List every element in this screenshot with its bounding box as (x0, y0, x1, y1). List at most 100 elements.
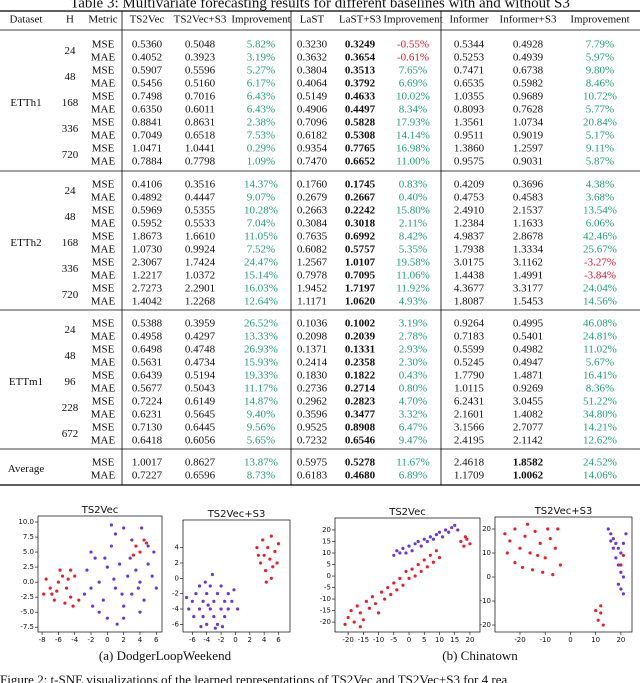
scatter-point (361, 618, 365, 622)
scatter-point (373, 602, 378, 606)
table-cell: 0.9031 (513, 156, 543, 168)
table-cell: 19.33% (244, 370, 278, 382)
scatter-point (395, 549, 399, 553)
y-tick-label: -5 (324, 584, 331, 592)
scatter-point (275, 561, 279, 565)
scatter-point (530, 568, 535, 572)
table-cell: 0.2962 (297, 396, 327, 408)
y-tick-label: 7.5 (23, 533, 34, 541)
scatter-point (619, 587, 623, 591)
table-cell: 11.00% (396, 156, 430, 168)
plot-title: TS2Vec+S3 (534, 506, 593, 517)
table-cell: MAE (91, 270, 116, 282)
table-cell: 2.7077 (513, 422, 544, 434)
x-tick-label: -6 (55, 636, 63, 644)
table-cell: 46.08% (583, 318, 617, 330)
scatter-point (621, 553, 626, 558)
table-cell: 0.3792 (345, 78, 376, 90)
scatter-point (117, 562, 122, 566)
table-cell: 0.5952 (132, 218, 162, 230)
scatter-point (130, 592, 134, 596)
plot-frame (334, 517, 481, 633)
scatter-point (52, 598, 56, 602)
table-cell: 2.1537 (513, 205, 544, 217)
table-cell: 2.2901 (185, 283, 215, 295)
scatter-point (226, 592, 230, 596)
scatter-point (122, 616, 126, 620)
table-cell: 34.80% (583, 409, 617, 421)
scatter-point (462, 544, 466, 548)
table-cell: MAE (91, 130, 116, 142)
scatter-point (447, 530, 451, 534)
x-tick-label: 5 (422, 636, 426, 644)
scatter-point (392, 581, 396, 585)
scatter-point (548, 537, 552, 541)
scatter-point (213, 626, 217, 630)
horizon-label: 168 (62, 237, 79, 249)
table-cell: MSE (92, 318, 115, 330)
scatter-point (208, 584, 212, 588)
table-cell: -3.27% (584, 257, 616, 269)
scatter-point (508, 539, 512, 543)
table-cell: 0.6183 (297, 470, 328, 482)
y-tick-label: -10 (480, 597, 491, 605)
table-cell: 3.0175 (454, 257, 485, 269)
table-cell: 1.0115 (454, 383, 484, 395)
scatter-point (215, 592, 220, 596)
table-cell: MAE (91, 331, 116, 343)
scatter-point (389, 592, 393, 597)
scatter-point (468, 542, 472, 546)
scatter-point (138, 550, 142, 554)
table-cell: 9.07% (247, 192, 275, 204)
table-cell: 0.3513 (345, 65, 376, 77)
scatter-point (364, 599, 368, 603)
scatter-point (138, 610, 142, 614)
table-cell: 0.1002 (345, 318, 376, 330)
scatter-point (541, 570, 545, 574)
table-cell: MSE (92, 65, 115, 77)
table-cell: 9.56% (247, 422, 275, 434)
scatter-point (208, 607, 212, 611)
table-cell: 0.2358 (345, 357, 376, 369)
table-cell: 0.3596 (297, 409, 328, 421)
subcaption: (a) DodgerLoopWeekend (99, 648, 232, 663)
table-cell: MAE (91, 78, 116, 90)
table-cell: 0.4209 (454, 179, 485, 191)
table-cell: 11.67% (396, 457, 430, 469)
scatter-point (395, 588, 399, 592)
table-cell: 5.17% (586, 130, 614, 142)
scatter-point (606, 527, 610, 531)
scatter-point (463, 535, 467, 539)
table-cell: 11.92% (396, 283, 430, 295)
table-cell: 1.0017 (132, 457, 163, 469)
table-cell: 4.93% (399, 296, 427, 308)
scatter-point (93, 556, 97, 560)
column-header: LaST+S3 (339, 14, 382, 26)
scatter-point (42, 592, 46, 596)
table-cell: 0.4064 (297, 78, 328, 90)
scatter-point (220, 625, 225, 629)
scatter-point (624, 532, 628, 536)
plot-title: TS2Vec (388, 507, 426, 518)
table-cell: 0.7471 (454, 65, 484, 77)
scatter-point (82, 592, 87, 596)
table-cell: 1.3561 (454, 117, 484, 129)
table-cell: 0.6535 (454, 78, 485, 90)
scatter-point (264, 580, 268, 584)
x-tick-label: -20 (514, 636, 525, 644)
scatter-point (154, 586, 158, 590)
table-cell: 0.5631 (132, 357, 162, 369)
y-tick-label: 0 (487, 573, 491, 581)
scatter-point (56, 580, 60, 584)
table-cell: 0.5599 (454, 344, 485, 356)
table-cell: 0.5982 (513, 78, 543, 90)
scatter-point (103, 556, 107, 560)
table-cell: MAE (91, 192, 116, 204)
scatter-point (113, 586, 118, 590)
scatter-point (450, 526, 454, 530)
scatter-point (355, 604, 359, 608)
scatter-point (115, 622, 119, 626)
table-cell: 14.56% (583, 296, 617, 308)
table-cell: 2.30% (399, 357, 427, 369)
table-cell: 1.4042 (132, 296, 162, 308)
